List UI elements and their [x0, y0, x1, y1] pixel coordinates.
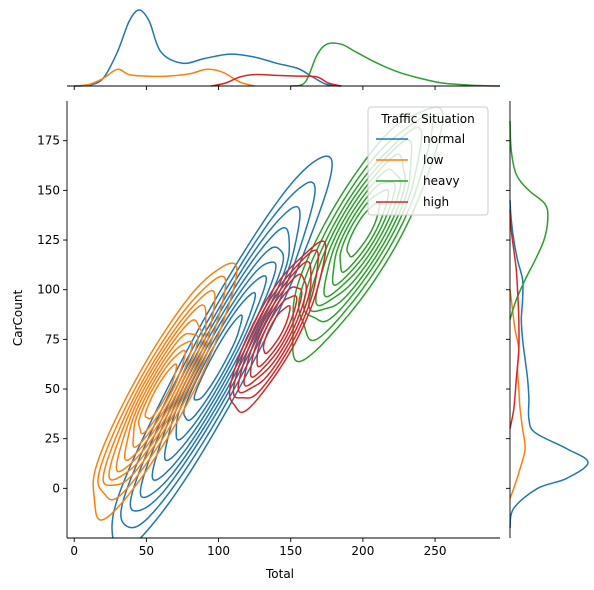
y-tick-label: 75 — [45, 332, 60, 346]
legend-label-normal: normal — [423, 132, 465, 146]
y-tick-label: 175 — [37, 134, 60, 148]
legend-label-low: low — [423, 153, 444, 167]
kde-contour-normal-2 — [183, 291, 257, 422]
kde-contour-low-7 — [102, 289, 216, 487]
kde-contour-low-6 — [108, 304, 207, 481]
x-tick-label: 150 — [279, 544, 302, 558]
marginal-y-density-low — [509, 289, 526, 499]
kde-contour-high-5 — [237, 260, 312, 394]
x-tick-label: 100 — [207, 544, 230, 558]
y-axis-title: CarCount — [11, 290, 25, 347]
kde-contour-heavy-1 — [346, 201, 381, 258]
kde-contour-normal-9 — [111, 155, 333, 538]
kde-contour-high-3 — [249, 286, 303, 378]
x-axis-title: Total — [265, 567, 294, 581]
x-tick-label: 0 — [70, 544, 78, 558]
kde-contour-low-5 — [115, 319, 204, 473]
kde-contour-normal-1 — [193, 314, 243, 401]
x-tick-label: 250 — [424, 544, 447, 558]
kde-contour-low-4 — [123, 332, 199, 462]
marginal-x-density-high — [211, 73, 342, 87]
kde-contour-high-1 — [262, 304, 291, 355]
x-axis: 0 50 100 150 200 250 — [70, 86, 447, 558]
kde-contour-high-2 — [256, 294, 298, 368]
y-tick-label: 25 — [45, 432, 60, 446]
kde-contour-high-4 — [243, 273, 308, 387]
x-tick-label: 50 — [139, 544, 154, 558]
kde-contour-low-1 — [144, 363, 178, 420]
legend-label-high: high — [423, 195, 449, 209]
y-tick-label: 50 — [45, 382, 60, 396]
legend-frame — [367, 106, 489, 216]
kde-contour-normal-8 — [120, 181, 316, 529]
kde-contour-high-6 — [232, 249, 320, 399]
marginal-y-density-normal — [509, 200, 589, 529]
kde-contour-normal-7 — [129, 205, 301, 512]
y-tick-label: 0 — [52, 481, 60, 495]
legend-title: Traffic Situation — [380, 112, 474, 126]
marginal-x-panel — [74, 9, 501, 87]
y-tick-label: 100 — [37, 283, 60, 297]
legend: Traffic Situation normal low heavy high — [367, 106, 489, 216]
y-tick-label: 150 — [37, 183, 60, 197]
axes-spines — [66, 85, 511, 539]
kde-contour-low-8 — [97, 275, 227, 501]
kde-contour-low-2 — [137, 349, 187, 435]
y-axis: 0 25 50 75 100 125 150 175 — [37, 134, 510, 495]
kde-contour-heavy-2 — [339, 189, 390, 273]
y-tick-label: 125 — [37, 233, 60, 247]
marginal-y-density-heavy — [509, 120, 549, 320]
marginal-x-density-heavy — [290, 42, 501, 87]
kde-contour-low-9 — [92, 262, 238, 521]
legend-label-heavy: heavy — [423, 174, 460, 188]
marginal-x-density-low — [74, 68, 255, 87]
marginal-x-density-normal — [74, 9, 342, 87]
kde-contour-high-7 — [228, 240, 327, 414]
kde-contour-low-3 — [132, 340, 193, 448]
x-tick-label: 200 — [351, 544, 374, 558]
kde-contour-normal-3 — [175, 275, 268, 441]
marginal-y-panel — [509, 120, 589, 529]
marginal-y-density-high — [509, 210, 520, 429]
